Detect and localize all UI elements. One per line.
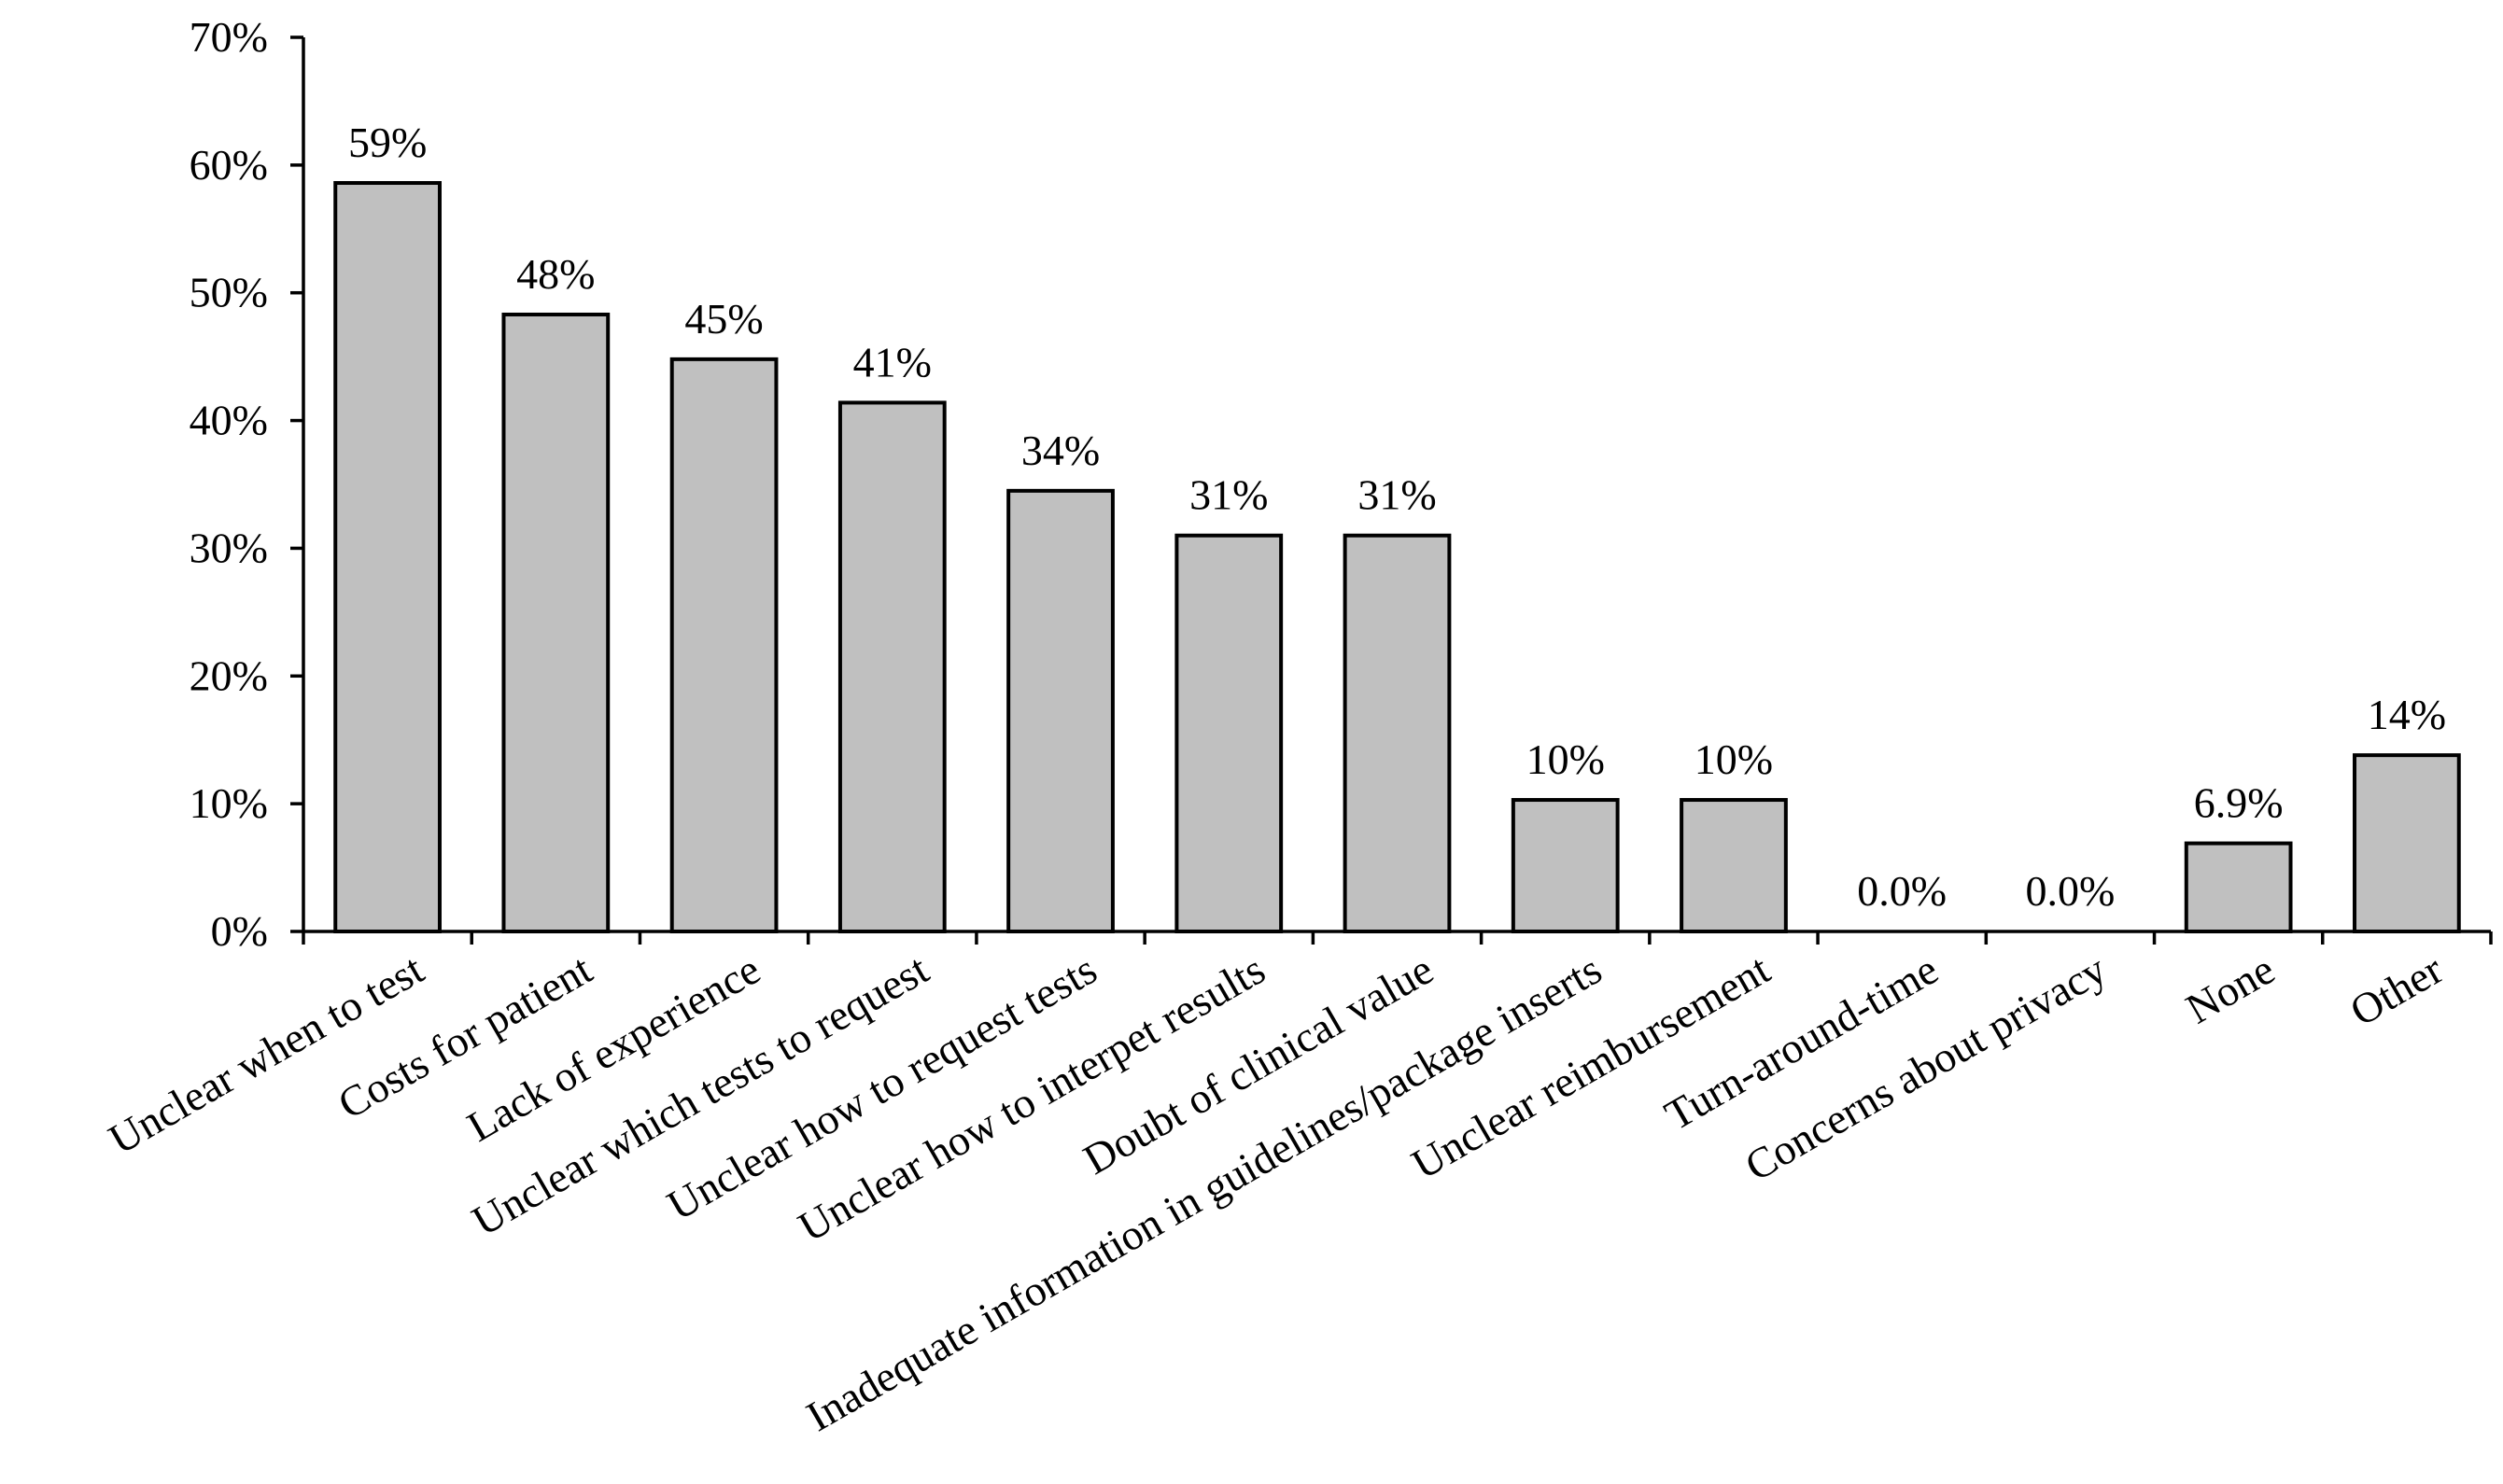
data-label: 14% [2368, 691, 2446, 738]
data-labels: 59% 48% 45% 41% 34% 31% 31% 10% 10% 0.0% 0.0% 6.9% 1… [348, 119, 2446, 915]
data-label: 48% [516, 250, 595, 298]
data-label: 0.0% [1857, 867, 1947, 915]
bar [501, 312, 611, 934]
bars [333, 181, 2461, 934]
category-label: Unclear when to test [101, 945, 431, 1163]
category-label: Other [2342, 945, 2451, 1035]
y-tick-label: 30% [190, 524, 268, 571]
category-label: Turn-around-time [1657, 945, 1947, 1139]
data-label: 10% [1694, 735, 1773, 783]
data-label: 6.9% [2194, 779, 2284, 827]
data-label: 41% [853, 338, 932, 385]
category-label: None [2178, 945, 2283, 1032]
bar [2184, 841, 2293, 933]
bar [1006, 488, 1115, 933]
data-label: 59% [348, 119, 427, 166]
data-label: 0.0% [2026, 867, 2116, 915]
bar [1343, 533, 1452, 933]
y-tick-label: 10% [190, 779, 268, 827]
y-tick-label: 40% [190, 397, 268, 444]
bar [1511, 798, 1620, 934]
data-label: 10% [1526, 735, 1605, 783]
bar [1680, 798, 1788, 934]
y-tick-label: 20% [190, 651, 268, 699]
x-axis-ticks [302, 931, 2493, 945]
bar [333, 181, 442, 933]
data-label: 34% [1021, 427, 1100, 474]
y-tick-label: 60% [190, 141, 268, 189]
bar [2353, 753, 2461, 933]
bar [837, 400, 947, 933]
data-label: 31% [1357, 471, 1436, 519]
data-label: 45% [684, 295, 763, 343]
y-tick-label: 0% [211, 907, 268, 955]
bar [669, 357, 779, 933]
data-label: 31% [1189, 471, 1268, 519]
y-tick-label: 50% [190, 269, 268, 316]
y-tick-label: 70% [190, 13, 268, 61]
y-axis-ticks: 0% 10% 20% 30% 40% 50% 60% 70% [190, 13, 303, 955]
bar [1174, 533, 1284, 933]
